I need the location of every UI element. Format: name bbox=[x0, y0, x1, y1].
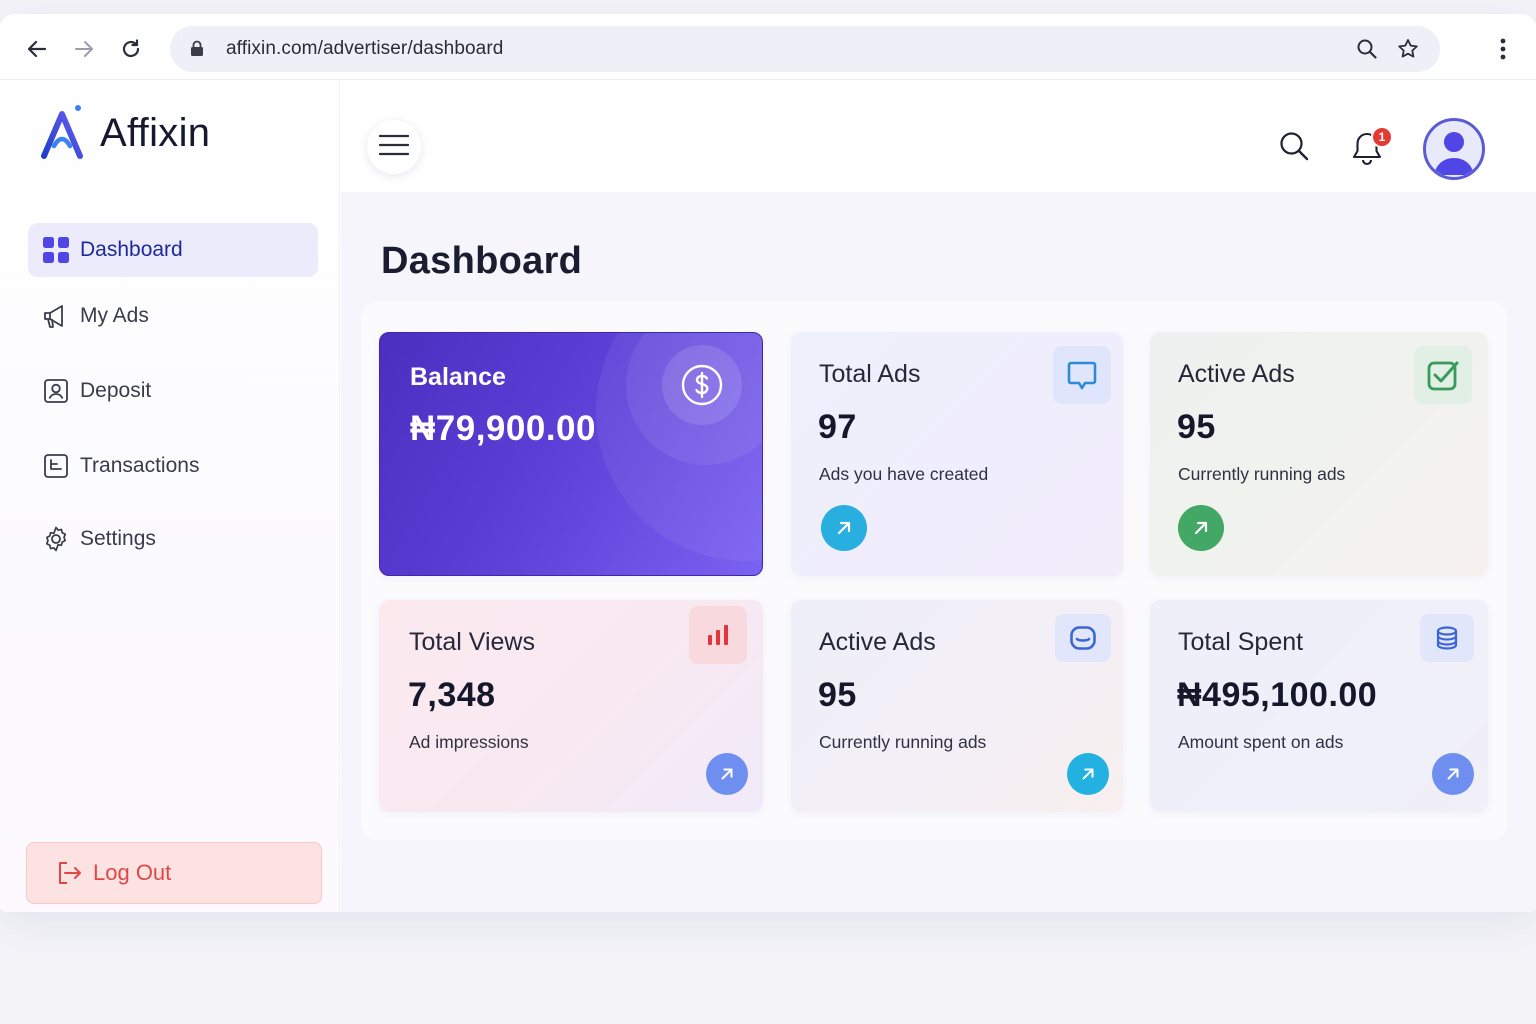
address-bar[interactable]: affixin.com/advertiser/dashboard bbox=[170, 26, 1440, 72]
sidebar-item-label: Deposit bbox=[80, 379, 152, 402]
transactions-icon bbox=[42, 452, 70, 480]
logout-label: Log Out bbox=[93, 860, 172, 885]
arrow-up-right-icon[interactable] bbox=[1432, 753, 1474, 795]
total-views-card[interactable]: Total Views 7,348 Ad impressions bbox=[379, 600, 763, 812]
card-subtitle: Currently running ads bbox=[819, 732, 987, 752]
sidebar-item-label: Dashboard bbox=[80, 238, 183, 261]
top-bar: 1 bbox=[341, 80, 1536, 192]
back-icon[interactable] bbox=[24, 36, 50, 62]
sidebar-item-label: My Ads bbox=[80, 304, 149, 327]
dollar-icon bbox=[662, 345, 742, 425]
balance-value: ₦79,900.00 bbox=[410, 409, 596, 448]
user-icon bbox=[1426, 132, 1482, 177]
active-ads-card[interactable]: Active Ads 95 Currently running ads bbox=[1150, 332, 1488, 576]
lock-icon bbox=[190, 40, 204, 62]
sidebar-nav: Dashboard My Ads Deposit Transactions bbox=[28, 223, 318, 566]
card-title: Total Ads bbox=[819, 360, 921, 388]
menu-toggle-button[interactable] bbox=[367, 120, 421, 174]
sidebar-item-deposit[interactable]: Deposit bbox=[28, 364, 318, 418]
sidebar: Affixin Dashboard My Ads Deposit bbox=[0, 80, 340, 912]
stats-panel: Balance ₦79,900.00 Total Ads 97 Ads you … bbox=[361, 302, 1507, 840]
card-value: 7,348 bbox=[408, 676, 496, 714]
sidebar-item-label: Transactions bbox=[80, 454, 200, 477]
logout-button[interactable]: Log Out bbox=[26, 842, 322, 904]
sidebar-item-transactions[interactable]: Transactions bbox=[28, 439, 318, 493]
arrow-up-right-icon[interactable] bbox=[1178, 505, 1224, 551]
check-square-icon bbox=[1414, 346, 1472, 404]
card-value: 97 bbox=[818, 408, 857, 446]
chat-icon bbox=[1053, 346, 1111, 404]
card-subtitle: Currently running ads bbox=[1178, 464, 1346, 484]
hamburger-icon bbox=[378, 134, 410, 161]
more-vert-icon[interactable] bbox=[1500, 38, 1506, 65]
card-value: 95 bbox=[818, 676, 857, 714]
forward-icon[interactable] bbox=[71, 36, 97, 62]
card-value: ₦495,100.00 bbox=[1177, 676, 1378, 714]
card-subtitle: Amount spent on ads bbox=[1178, 732, 1344, 752]
notification-badge: 1 bbox=[1371, 126, 1393, 148]
card-title: Active Ads bbox=[1178, 360, 1295, 388]
reload-icon[interactable] bbox=[118, 36, 144, 62]
database-icon bbox=[1420, 614, 1474, 662]
card-title: Active Ads bbox=[819, 628, 936, 656]
arrow-up-right-icon[interactable] bbox=[821, 505, 867, 551]
card-title: Total Views bbox=[409, 628, 535, 656]
page-title: Dashboard bbox=[381, 240, 583, 282]
card-value: 95 bbox=[1177, 408, 1216, 446]
url-text[interactable]: affixin.com/advertiser/dashboard bbox=[226, 38, 504, 59]
arrow-up-right-icon[interactable] bbox=[1067, 753, 1109, 795]
sidebar-item-dashboard[interactable]: Dashboard bbox=[28, 223, 318, 277]
message-icon bbox=[1055, 614, 1111, 662]
search-icon[interactable] bbox=[1278, 130, 1310, 167]
grid-icon bbox=[42, 236, 70, 264]
main-content: Dashboard Balance ₦79,900.00 Total Ads 9… bbox=[341, 192, 1536, 912]
total-spent-card[interactable]: Total Spent ₦495,100.00 Amount spent on … bbox=[1150, 600, 1488, 812]
sidebar-item-my-ads[interactable]: My Ads bbox=[28, 289, 318, 343]
active-ads-secondary-card[interactable]: Active Ads 95 Currently running ads bbox=[791, 600, 1123, 812]
brand-name: Affixin bbox=[100, 111, 211, 155]
megaphone-icon bbox=[42, 302, 70, 330]
sidebar-item-label: Settings bbox=[80, 527, 156, 550]
deposit-icon bbox=[42, 377, 70, 405]
balance-title: Balance bbox=[410, 363, 506, 391]
avatar[interactable] bbox=[1423, 118, 1485, 180]
total-ads-card[interactable]: Total Ads 97 Ads you have created bbox=[791, 332, 1123, 576]
sidebar-item-settings[interactable]: Settings bbox=[28, 512, 318, 566]
brand-logo[interactable]: Affixin bbox=[40, 102, 210, 165]
card-subtitle: Ad impressions bbox=[409, 732, 529, 752]
balance-card[interactable]: Balance ₦79,900.00 bbox=[379, 332, 763, 576]
arrow-up-right-icon[interactable] bbox=[706, 753, 748, 795]
card-title: Total Spent bbox=[1178, 628, 1304, 656]
card-subtitle: Ads you have created bbox=[819, 464, 989, 484]
logout-icon bbox=[55, 859, 83, 887]
star-icon[interactable] bbox=[1396, 37, 1420, 66]
browser-window: affixin.com/advertiser/dashboard Af bbox=[0, 14, 1536, 912]
affixin-logo-icon bbox=[40, 102, 88, 165]
search-icon[interactable] bbox=[1356, 38, 1378, 65]
gear-icon bbox=[42, 525, 70, 553]
bar-chart-icon bbox=[689, 606, 747, 664]
browser-toolbar: affixin.com/advertiser/dashboard bbox=[0, 14, 1536, 80]
